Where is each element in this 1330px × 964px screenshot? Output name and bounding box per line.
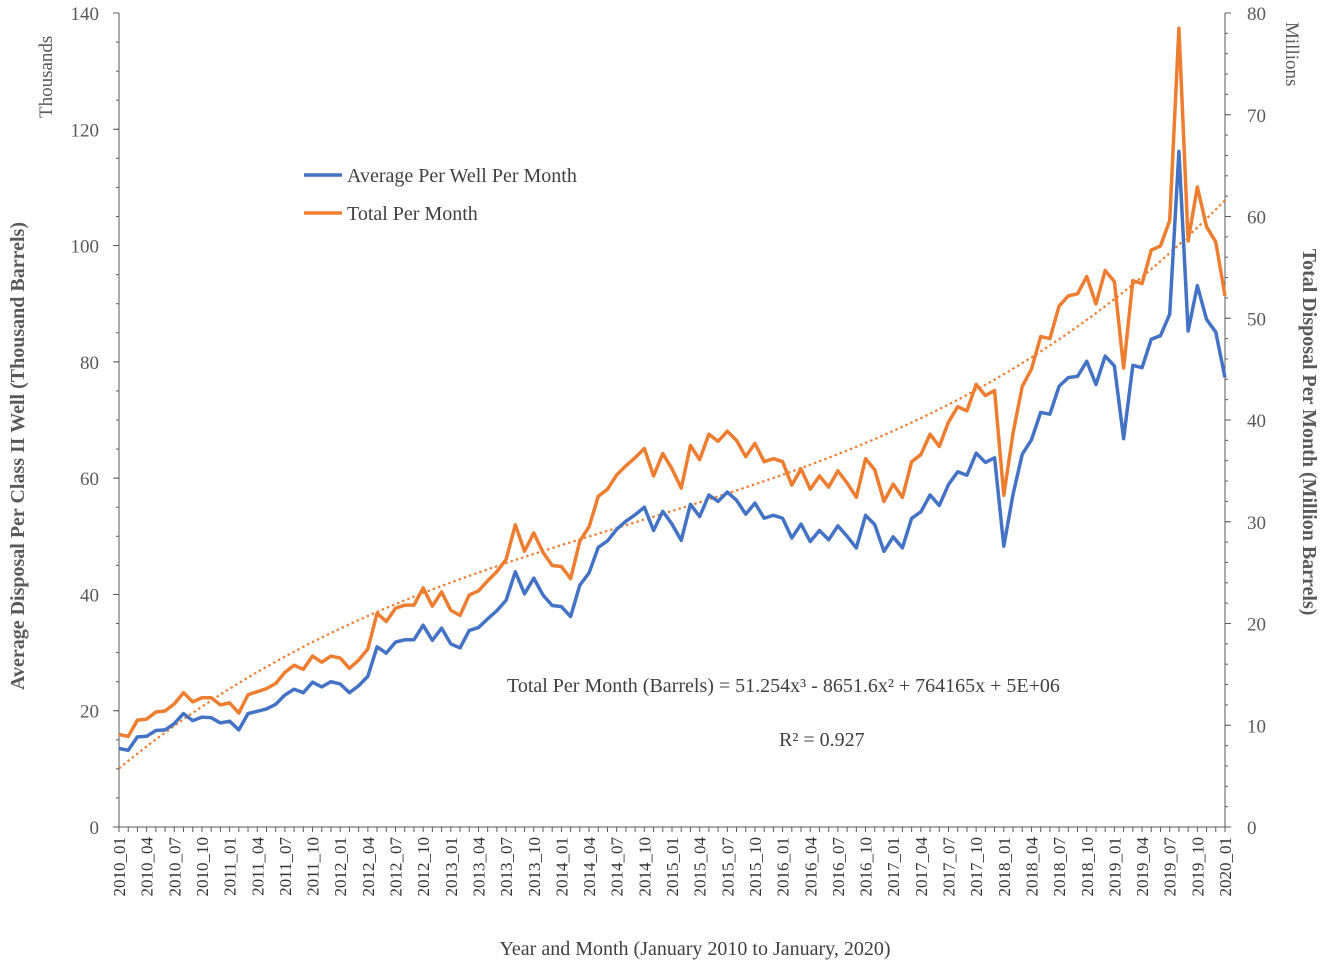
trendline-total-per-month [118, 199, 1226, 770]
trendline-r-squared: R² = 0.927 [779, 729, 865, 751]
series-line-average-per-well [118, 149, 1227, 752]
right-tick-label: 0 [1247, 818, 1257, 839]
x-tick-label: 2010_10 [193, 837, 212, 897]
x-tick-label: 2013_04 [469, 837, 488, 897]
x-tick-label: 2016_07 [829, 837, 848, 897]
x-tick-label: 2016_04 [801, 837, 820, 897]
x-tick-label: 2015_10 [746, 837, 765, 897]
x-axis-title: Year and Month (January 2010 to January,… [499, 938, 890, 960]
series-line-total-per-month [118, 26, 1227, 739]
left-tick-label: 0 [90, 818, 100, 839]
x-tick-label: 2013_07 [497, 837, 516, 897]
right-tick-label: 10 [1247, 716, 1266, 737]
x-tick-label: 2016_01 [774, 837, 793, 897]
x-tick-label: 2018_01 [995, 837, 1014, 897]
x-tick-label: 2011_07 [276, 837, 295, 896]
x-tick-label: 2019_07 [1161, 837, 1180, 897]
left-unit-label: Thousands [36, 36, 57, 118]
x-tick-label: 2012_10 [414, 837, 433, 897]
x-tick-label: 2010_07 [165, 837, 184, 897]
left-tick-label: 60 [80, 469, 99, 490]
x-tick-label: 2014_01 [552, 837, 571, 897]
x-tick-label: 2020_01 [1216, 837, 1235, 897]
x-axis: 2010_01 2010_04 2010_07 2010_10 2011_01 2011_… [110, 827, 1235, 897]
left-y-axis: 0 20 40 60 80 100 120 140 [71, 4, 119, 839]
left-tick-label: 140 [71, 4, 100, 25]
left-axis-title: Average Disposal Per Class II Well (Thou… [7, 222, 29, 690]
x-tick-label: 2012_01 [331, 837, 350, 897]
legend-label-total: Total Per Month [347, 203, 478, 225]
x-tick-label: 2011_10 [304, 837, 323, 896]
left-tick-label: 40 [80, 585, 99, 606]
x-tick-label: 2017_10 [967, 837, 986, 897]
x-tick-label: 2018_10 [1078, 837, 1097, 897]
x-tick-label: 2017_07 [940, 837, 959, 897]
x-tick-label: 2014_10 [635, 837, 654, 897]
x-tick-label: 2010_04 [138, 837, 157, 897]
right-tick-label: 40 [1247, 411, 1266, 432]
right-unit-label: Millions [1281, 22, 1302, 86]
left-tick-label: 100 [71, 237, 100, 258]
x-tick-label: 2013_01 [442, 837, 461, 897]
x-tick-label: 2012_04 [359, 837, 378, 897]
x-tick-label: 2015_07 [718, 837, 737, 897]
x-tick-label: 2010_01 [110, 837, 129, 897]
axes-frame [118, 13, 1226, 828]
trendline-equation: Total Per Month (Barrels) = 51.254x³ - 8… [507, 675, 1060, 697]
x-tick-label: 2019_01 [1105, 837, 1124, 897]
right-tick-label: 70 [1247, 106, 1266, 127]
x-tick-label: 2014_04 [580, 837, 599, 897]
right-tick-label: 30 [1247, 513, 1266, 534]
x-tick-label: 2016_10 [857, 837, 876, 897]
series-layer [118, 26, 1227, 770]
x-tick-label: 2012_07 [387, 837, 406, 897]
x-tick-label: 2011_04 [248, 837, 267, 896]
legend-label-average: Average Per Well Per Month [347, 165, 577, 187]
x-tick-label: 2015_04 [691, 837, 710, 897]
x-tick-label: 2017_01 [884, 837, 903, 897]
legend: Average Per Well Per Month Total Per Mon… [304, 165, 577, 225]
x-tick-label: 2018_04 [1022, 837, 1041, 897]
right-tick-label: 50 [1247, 309, 1266, 330]
x-tick-label: 2017_04 [912, 837, 931, 897]
x-tick-label: 2011_01 [221, 837, 240, 896]
right-tick-label: 60 [1247, 208, 1266, 229]
right-tick-label: 80 [1247, 4, 1266, 25]
left-tick-label: 80 [80, 353, 99, 374]
x-tick-label: 2019_10 [1188, 837, 1207, 897]
x-tick-label: 2015_01 [663, 837, 682, 897]
left-tick-label: 120 [71, 120, 100, 141]
x-tick-label: 2018_07 [1050, 837, 1069, 897]
left-tick-label: 20 [80, 702, 99, 723]
x-tick-label: 2014_07 [608, 837, 627, 897]
right-tick-label: 20 [1247, 615, 1266, 636]
right-y-axis: 0 10 20 30 40 50 60 70 80 [1225, 4, 1266, 839]
x-tick-label: 2013_10 [525, 837, 544, 897]
x-tick-label: 2019_04 [1133, 837, 1152, 897]
right-axis-title: Total Disposal Per Month (Million Barrel… [1298, 249, 1320, 616]
